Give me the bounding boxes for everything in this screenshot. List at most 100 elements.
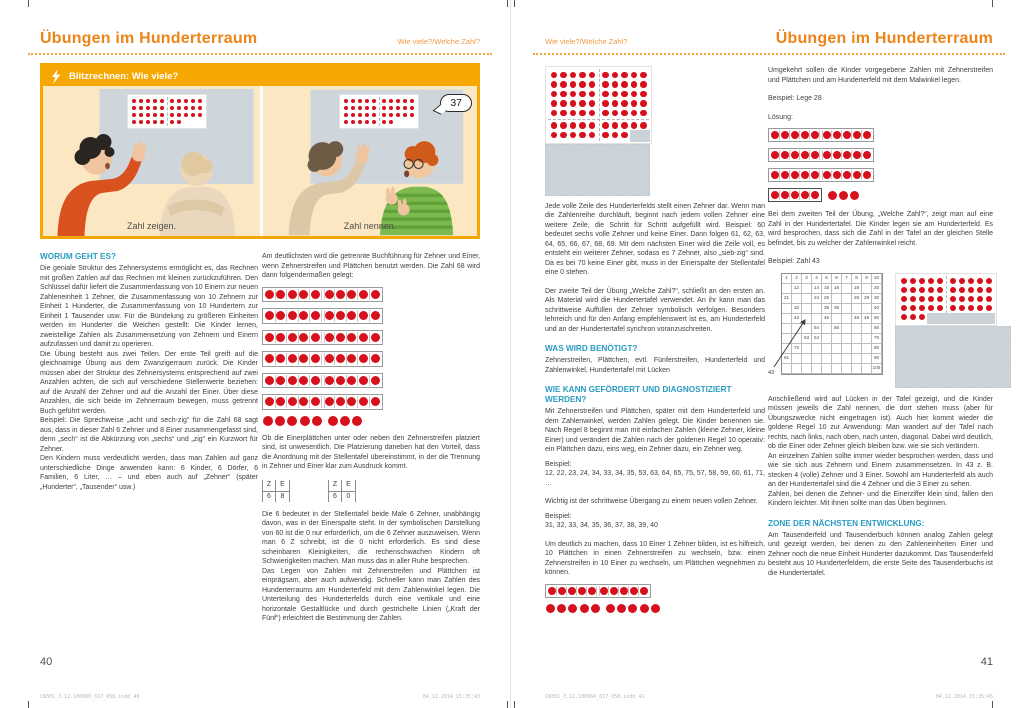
counter-dot (299, 289, 309, 299)
hundred-table-cell (832, 343, 842, 354)
counter-dot (569, 122, 576, 129)
hundred-table-cell (842, 353, 852, 364)
counter-dot (569, 131, 576, 138)
strip-cell (358, 374, 370, 386)
field-row (131, 98, 204, 105)
counter-dot (918, 314, 925, 320)
counter-dot (770, 171, 779, 179)
counter-dot (364, 105, 370, 111)
hundred-table-cell (862, 343, 872, 354)
strip-cell (310, 396, 322, 408)
counter-dot (617, 603, 627, 613)
ten-strip (262, 329, 383, 345)
hundred-table-cell: 60 (872, 323, 882, 334)
counter-dot (287, 311, 297, 321)
counter-dot (640, 122, 647, 129)
field-cell (957, 295, 966, 304)
counter-dot (183, 112, 189, 118)
counter-dot (640, 109, 647, 116)
strip-cell (275, 331, 287, 343)
counter-dot (810, 171, 819, 179)
number-angle-cover (630, 130, 650, 142)
field-cell (357, 119, 364, 126)
strip-cell (780, 170, 790, 180)
counter-dot (602, 100, 609, 107)
hundred-table-cell: 50 (872, 313, 882, 324)
counter-dot (579, 71, 586, 78)
strip-cell (369, 374, 381, 386)
hundred-table-cell: 70 (872, 333, 882, 344)
field-cell (131, 119, 138, 126)
strip-cell (275, 374, 287, 386)
speech-bubble: 37 (440, 94, 472, 112)
strip-cell (852, 130, 862, 140)
counter-dot (547, 586, 556, 595)
field-cell (388, 119, 395, 126)
hundred-table-cell: 64 (812, 333, 822, 344)
dot-card-37 (127, 94, 207, 129)
field-cell (975, 304, 984, 313)
hundred-table-cell: 3 (802, 273, 812, 284)
hundred-table-cell: 56 (832, 323, 842, 334)
figure-68-strips (262, 286, 480, 426)
hundred-field-card (895, 272, 997, 326)
counter-dot (900, 305, 907, 311)
field-cell (935, 304, 944, 313)
counter-dot (852, 131, 861, 139)
ten-strip (262, 308, 383, 324)
hundred-table-cell: 54 (812, 323, 822, 334)
strip-cell (822, 130, 832, 140)
hundred-table-cell: 18 (852, 283, 862, 294)
strip-cell (369, 396, 381, 408)
field-cell (409, 98, 416, 105)
counter-dot (370, 397, 380, 407)
dot-card-37 (339, 94, 419, 129)
counter-dot (560, 90, 567, 97)
counter-dot (381, 105, 387, 111)
field-cell (639, 99, 649, 109)
hundred-table-cell (852, 343, 862, 354)
counter-dot (310, 354, 320, 364)
hundred-table-cell (832, 313, 842, 324)
counter-dot (560, 131, 567, 138)
counter-dot (183, 98, 189, 104)
strip-cell (264, 374, 276, 386)
strip-cell (629, 585, 639, 596)
field-cell (350, 105, 357, 112)
strip-cell (346, 331, 358, 343)
counter-dot (197, 105, 203, 111)
counter-dot (810, 151, 819, 159)
counter-dot (358, 354, 368, 364)
strip-cell (369, 331, 381, 343)
field-cell (568, 89, 578, 99)
counter-dot (621, 131, 628, 138)
counter-dot (560, 122, 567, 129)
hundred-table-cell (802, 293, 812, 304)
counter-dot (560, 109, 567, 116)
counter-dot (619, 586, 628, 595)
hundred-table-cell: 10 (872, 273, 882, 284)
counter-dot (900, 314, 907, 320)
hundred-table-cell (842, 323, 852, 334)
five-strip (768, 188, 822, 202)
counter-dot (190, 98, 196, 104)
strip-cell (275, 353, 287, 365)
field-row (343, 98, 416, 105)
strip-cell (323, 331, 335, 343)
counter-dot (183, 105, 189, 111)
field-cell (639, 89, 649, 99)
hundred-table-cell (852, 363, 862, 374)
field-cell (402, 105, 409, 112)
field-cell (549, 70, 559, 80)
counter-dot (370, 354, 380, 364)
field-cell (587, 99, 597, 109)
place-value-table-60: Z E 6 0 (328, 479, 356, 502)
counter-dot (145, 105, 151, 111)
field-cell (629, 121, 639, 131)
hundred-field-card (545, 66, 652, 144)
counter-dot (949, 305, 956, 311)
counter-dot (343, 98, 349, 104)
counter-dot (335, 311, 345, 321)
field-cell (409, 105, 416, 112)
counter-dot (352, 415, 363, 426)
